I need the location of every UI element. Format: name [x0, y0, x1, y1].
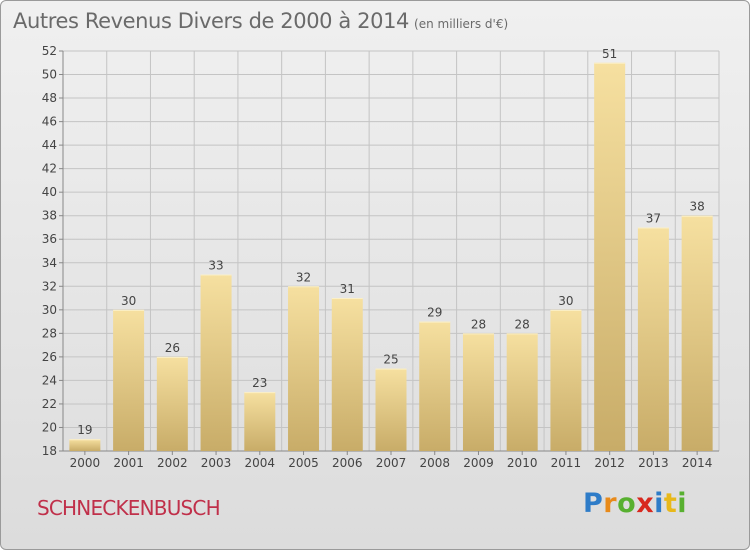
y-tick-label: 28 [42, 326, 57, 340]
x-tick-label: 2010 [507, 456, 538, 470]
x-tick-label: 2012 [594, 456, 625, 470]
logo-letter: i [654, 488, 664, 519]
bar [375, 368, 407, 451]
logo-letter: P [583, 488, 604, 519]
x-tick-label: 2014 [682, 456, 713, 470]
y-tick-label: 22 [42, 397, 57, 411]
bar [69, 439, 101, 451]
y-tick-label: 42 [42, 162, 57, 176]
data-label: 19 [77, 423, 92, 437]
y-tick-label: 34 [42, 256, 57, 270]
data-label: 29 [427, 306, 442, 320]
proxiti-logo: Proxiti [583, 488, 687, 519]
y-tick-label: 52 [42, 44, 57, 58]
x-tick-label: 2013 [638, 456, 669, 470]
y-tick-label: 46 [42, 115, 57, 129]
data-label: 28 [471, 317, 486, 331]
data-label: 25 [383, 353, 398, 367]
commune-name: SCHNECKENBUSCH [37, 496, 221, 520]
x-tick-label: 2000 [70, 456, 101, 470]
y-tick-label: 44 [42, 138, 57, 152]
data-label: 30 [121, 294, 136, 308]
y-tick-label: 20 [42, 420, 57, 434]
bar [637, 227, 669, 451]
y-tick-label: 18 [42, 444, 57, 458]
y-tick-label: 40 [42, 185, 57, 199]
data-label: 26 [165, 341, 180, 355]
logo-letter: r [603, 488, 618, 519]
chart-title: Autres Revenus Divers de 2000 à 2014 (en … [13, 9, 508, 33]
data-label: 30 [558, 294, 573, 308]
bar [288, 286, 320, 451]
x-tick-label: 2007 [376, 456, 407, 470]
logo-letter: i [677, 488, 688, 519]
x-tick-label: 2006 [332, 456, 363, 470]
logo-letter: o [617, 488, 637, 519]
y-tick-label: 48 [42, 91, 57, 105]
x-tick-label: 2004 [245, 456, 276, 470]
chart-unit: (en milliers d'€) [414, 17, 509, 31]
y-tick-label: 32 [42, 279, 57, 293]
bar [331, 298, 363, 451]
bar [681, 215, 713, 451]
x-tick-label: 2003 [201, 456, 232, 470]
logo-letter: x [636, 488, 655, 519]
bar [419, 321, 451, 451]
data-label: 23 [252, 376, 267, 390]
y-tick-label: 24 [42, 373, 57, 387]
y-tick-label: 36 [42, 232, 57, 246]
data-label: 33 [208, 259, 223, 273]
data-label: 51 [602, 47, 617, 61]
data-label: 28 [515, 317, 530, 331]
bar [462, 333, 494, 451]
chart-title-text: Autres Revenus Divers de 2000 à 2014 [13, 9, 410, 33]
y-tick-label: 50 [42, 68, 57, 82]
x-tick-label: 2002 [157, 456, 188, 470]
x-tick-label: 2001 [113, 456, 144, 470]
x-tick-label: 2009 [463, 456, 494, 470]
data-label: 38 [689, 200, 704, 214]
bar [156, 356, 188, 451]
data-label: 37 [646, 211, 661, 225]
x-tick-label: 2008 [419, 456, 450, 470]
bar [594, 62, 626, 451]
y-tick-label: 26 [42, 350, 57, 364]
bar [113, 309, 145, 451]
y-tick-label: 38 [42, 209, 57, 223]
data-label: 31 [340, 282, 355, 296]
data-label: 32 [296, 270, 311, 284]
x-tick-label: 2005 [288, 456, 319, 470]
bar [244, 392, 276, 451]
bar [200, 274, 232, 451]
bar [550, 309, 582, 451]
x-tick-label: 2011 [551, 456, 582, 470]
bar [506, 333, 538, 451]
logo-letter: t [663, 488, 678, 519]
y-tick-label: 30 [42, 303, 57, 317]
